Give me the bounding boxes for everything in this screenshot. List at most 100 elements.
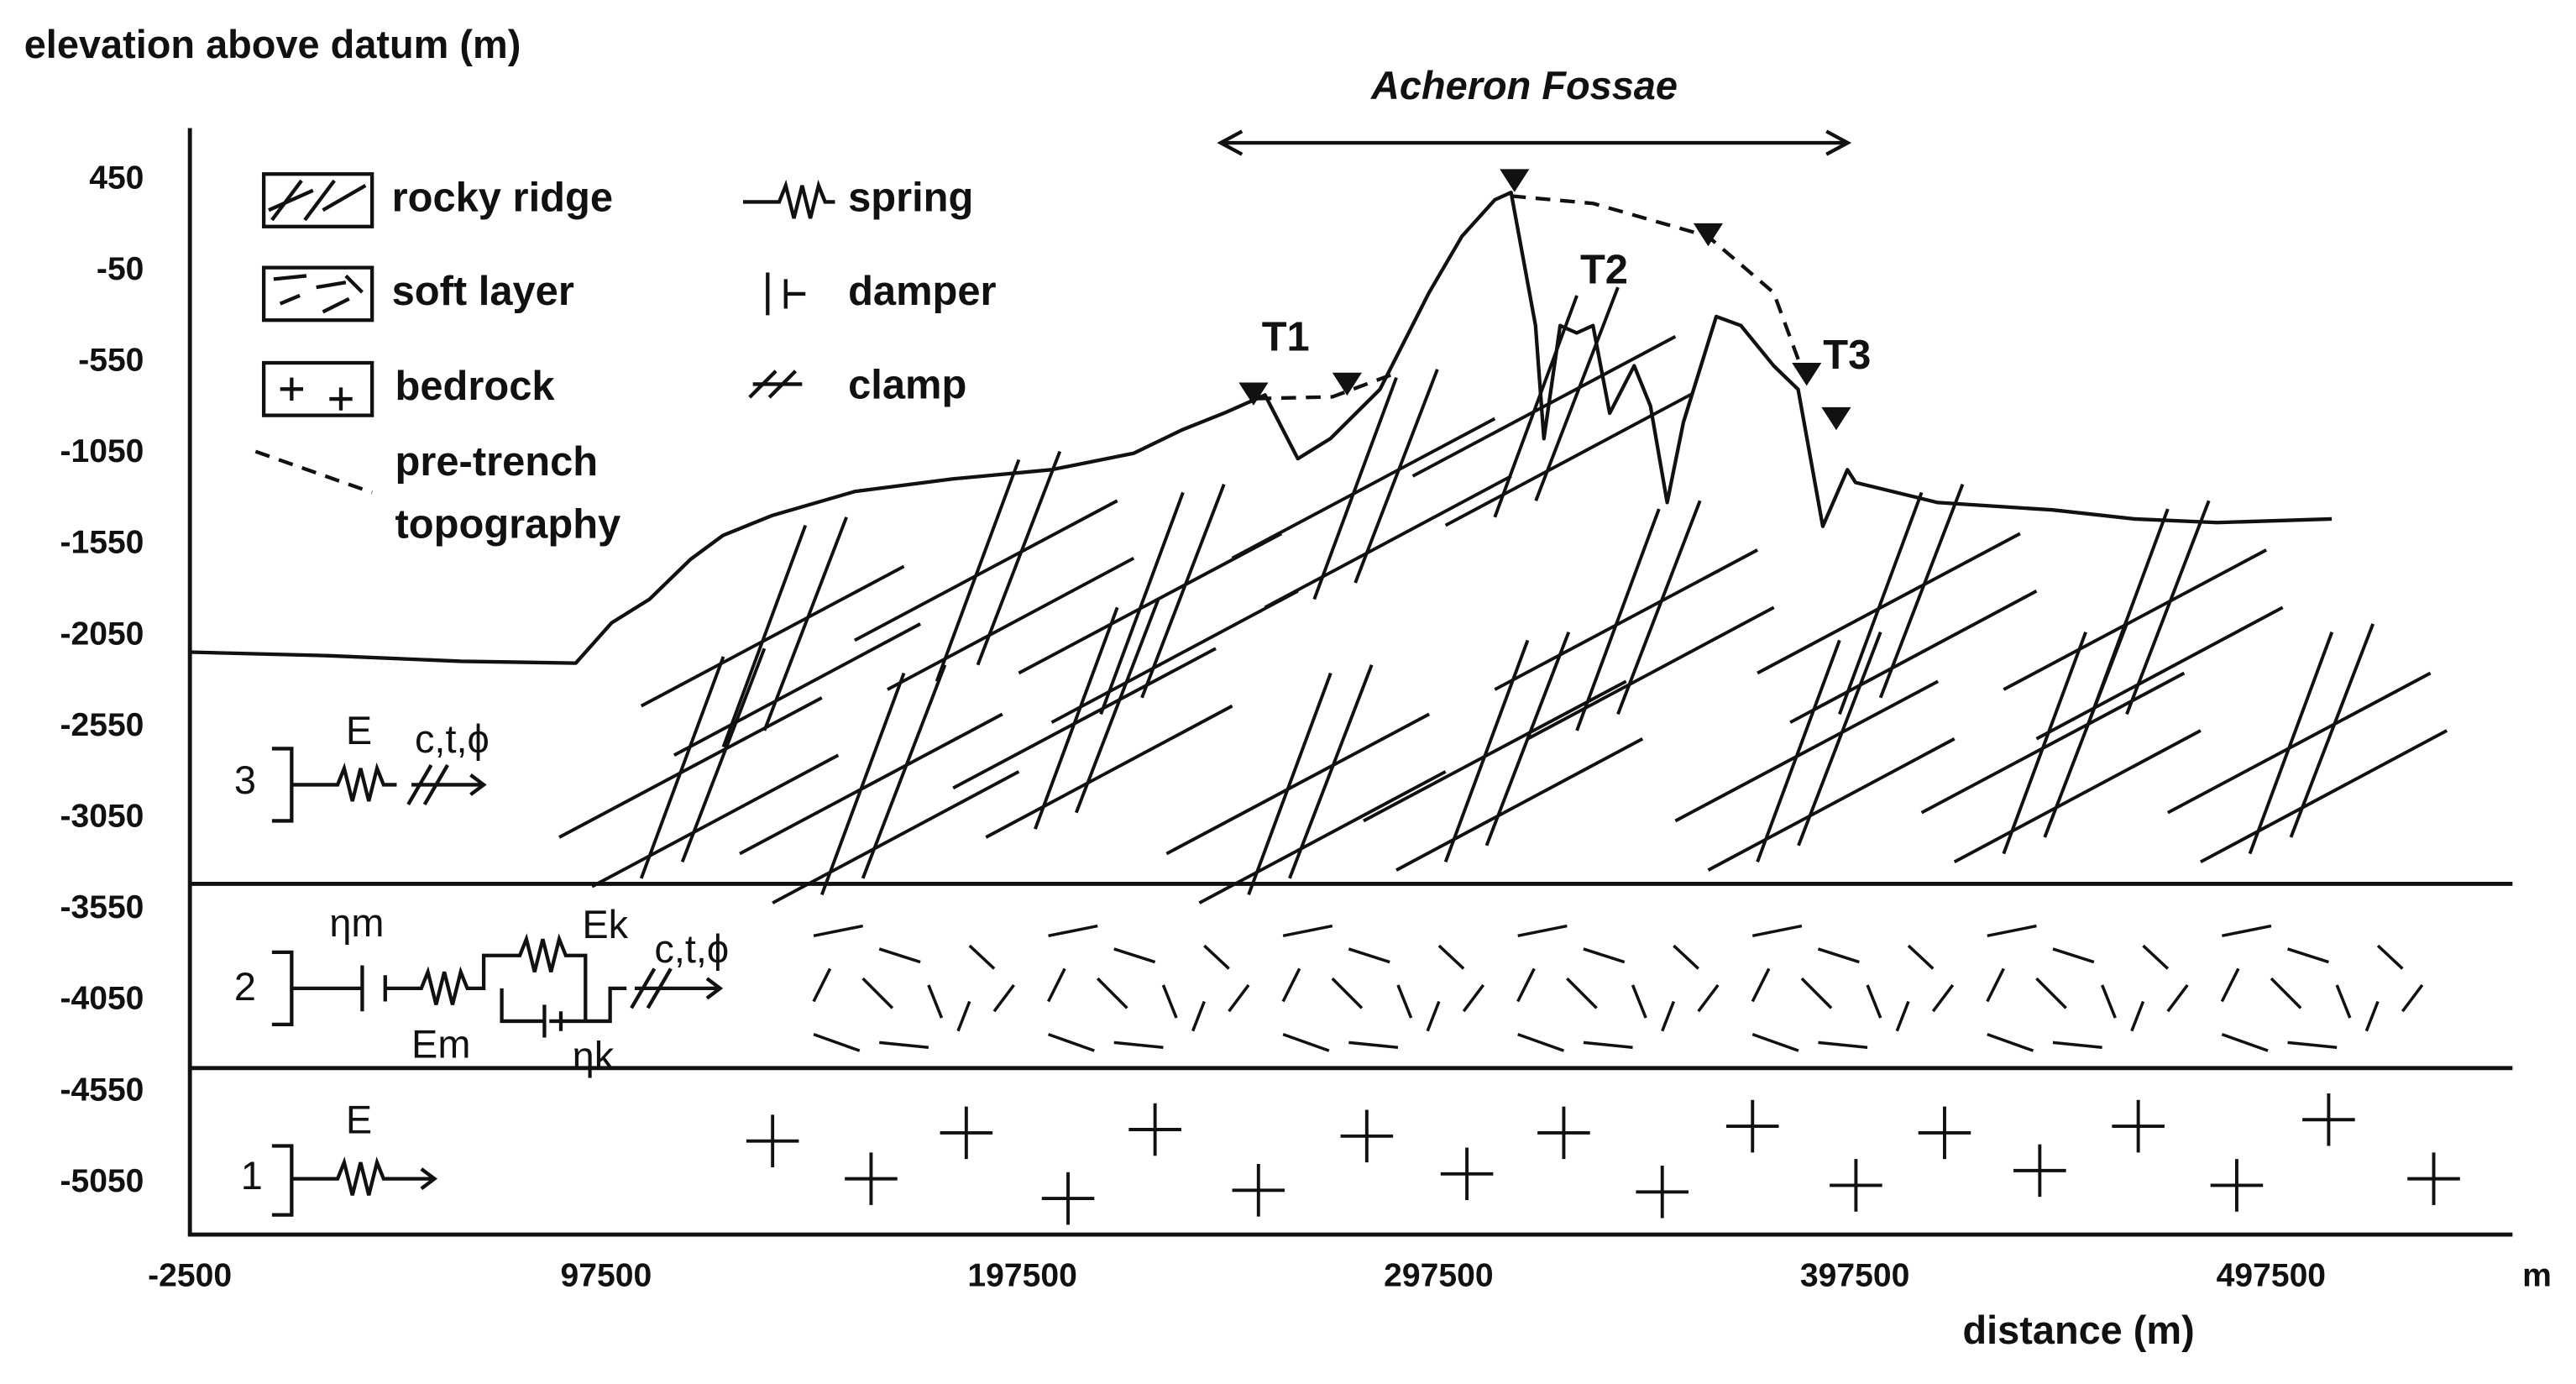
pattern-stroke — [813, 924, 864, 938]
region-label: Acheron Fossae — [1370, 64, 1678, 107]
y-tick-label: -4550 — [60, 1072, 144, 1108]
pattern-stroke — [1987, 1032, 2034, 1052]
y-tick-label: -3050 — [60, 799, 144, 835]
pattern-stroke — [2364, 1000, 2380, 1032]
layer-patterns — [558, 286, 2460, 1225]
region-arrow — [1217, 129, 1852, 156]
pattern-stroke — [878, 947, 921, 964]
layer-label: 1 — [241, 1154, 263, 1198]
y-tick-label: -5050 — [60, 1163, 144, 1199]
pattern-stroke — [861, 977, 894, 1009]
pattern-stroke — [935, 459, 1021, 682]
pattern-stroke — [1247, 672, 1333, 896]
pattern-stroke — [640, 564, 905, 708]
pattern-stroke — [1575, 508, 1661, 731]
pattern-stroke — [1165, 712, 1431, 856]
y-tick-label: -4050 — [60, 981, 144, 1017]
pattern-stroke — [819, 672, 906, 896]
x-tick-label: 397500 — [1800, 1257, 1909, 1293]
pattern-stroke — [1312, 376, 1398, 600]
pattern-stroke — [2200, 729, 2448, 864]
legend-label: soft layer — [392, 269, 574, 314]
pattern-stroke — [1517, 1032, 1565, 1052]
pattern-stroke — [1931, 983, 1955, 1013]
pattern-stroke — [1396, 984, 1413, 1019]
pattern-stroke — [1818, 1041, 1868, 1049]
model-symbol: E — [346, 709, 372, 752]
pattern-stroke — [2287, 947, 2329, 964]
trench-label: T3 — [1823, 333, 1871, 378]
pattern-stroke — [2035, 606, 2284, 741]
pattern-stroke — [1838, 491, 1924, 716]
pattern-stroke — [2220, 967, 2240, 1003]
pattern-stroke — [1353, 369, 1439, 584]
pattern-stroke — [1566, 977, 1598, 1009]
y-tick-label: -1550 — [60, 525, 144, 561]
pattern-stroke — [1462, 983, 1485, 1013]
layer-label: 2 — [234, 965, 256, 1009]
pattern-stroke — [2401, 983, 2424, 1013]
pattern-stroke — [1161, 984, 1178, 1019]
pattern-stroke — [1517, 924, 1568, 938]
layer-models: 3 E c,t,ϕ 2 ηm Em Ek c,t,ϕ ηk 1 E — [234, 709, 729, 1217]
pattern-stroke — [879, 1041, 929, 1049]
pattern-stroke — [2222, 924, 2272, 938]
pattern-stroke — [1895, 1000, 1910, 1032]
y-tick-label: -3550 — [60, 889, 144, 925]
legend: rocky ridge soft layer bedrock pre-trenc… — [254, 172, 997, 547]
legend-label: bedrock — [395, 364, 556, 409]
pattern-stroke — [2130, 1000, 2145, 1032]
pattern-stroke — [956, 1000, 971, 1032]
pattern-stroke — [1331, 977, 1364, 1009]
pre-trench-line — [1256, 371, 1397, 401]
pattern-stroke — [1096, 977, 1128, 1009]
pattern-stroke — [2043, 623, 2128, 838]
pattern-stroke — [2003, 548, 2268, 691]
y-tick-label: 450 — [89, 160, 144, 196]
pattern-stroke — [2248, 631, 2334, 855]
pattern-stroke — [1866, 984, 1882, 1019]
model-symbol: c,t,ϕ — [654, 927, 729, 971]
pattern-stroke — [927, 984, 944, 1019]
model-symbol: c,t,ϕ — [415, 717, 490, 761]
pattern-stroke — [2142, 944, 2170, 970]
pattern-stroke — [992, 983, 1015, 1013]
y-tick-label: -2550 — [60, 707, 144, 743]
pattern-stroke — [976, 450, 1062, 666]
pattern-stroke — [2221, 1032, 2269, 1052]
pattern-stroke — [1526, 606, 1775, 741]
pattern-stroke — [2166, 671, 2432, 815]
pattern-stroke — [2287, 1041, 2338, 1049]
pattern-stroke — [1140, 484, 1226, 699]
pattern-stroke — [1443, 639, 1530, 863]
legend-label: damper — [848, 269, 997, 314]
y-tick-label: -1050 — [60, 433, 144, 469]
pattern-stroke — [2335, 984, 2352, 1019]
pattern-stroke — [680, 647, 767, 863]
pattern-stroke — [1757, 532, 2021, 675]
pattern-stroke — [1920, 671, 2186, 815]
pattern-stroke — [1516, 967, 1536, 1003]
pattern-stroke — [1661, 1000, 1676, 1032]
pattern-stroke — [2101, 984, 2117, 1019]
x-tick-label: -2500 — [148, 1257, 232, 1293]
pattern-stroke — [2270, 977, 2302, 1009]
pattern-stroke — [1113, 947, 1156, 964]
model-symbol: Ek — [582, 903, 628, 946]
pattern-stroke — [2289, 623, 2375, 838]
legend-label: clamp — [848, 362, 966, 407]
pattern-stroke — [1953, 729, 2202, 864]
model-symbol: ηk — [573, 1034, 615, 1077]
pattern-stroke — [558, 696, 823, 839]
topography-line — [190, 190, 2333, 665]
pattern-stroke — [1987, 924, 2037, 938]
pattern-stroke — [1047, 967, 1066, 1003]
pattern-stroke — [952, 647, 1217, 790]
pattern-stroke — [1348, 1041, 1399, 1049]
x-tick-label: 197500 — [967, 1257, 1076, 1293]
pattern-stroke — [1789, 590, 2038, 724]
pattern-stroke — [762, 516, 848, 731]
x-tick-label: 497500 — [2217, 1257, 2326, 1293]
pattern-stroke — [1673, 944, 1699, 970]
